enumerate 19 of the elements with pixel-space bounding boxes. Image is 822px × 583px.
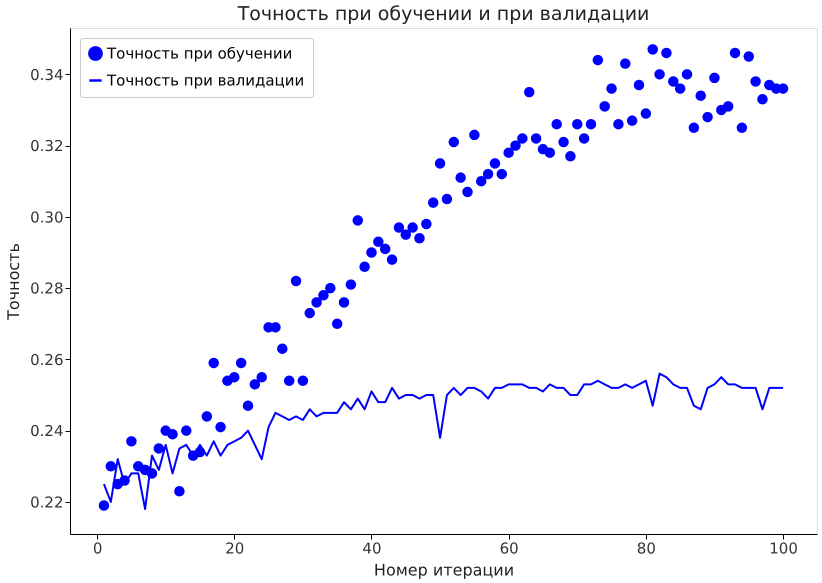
y-tick-label: 0.30 xyxy=(30,208,64,226)
x-tick-label: 20 xyxy=(225,540,244,558)
y-axis-title: Точность xyxy=(4,243,24,321)
x-axis-title: Номер итерации xyxy=(374,560,514,580)
legend-label: Точность при обучении xyxy=(106,44,292,62)
y-tick-label: 0.34 xyxy=(30,66,64,84)
y-tick-label: 0.22 xyxy=(30,493,64,512)
y-tick-label: 0.26 xyxy=(30,350,64,369)
y-tick-label: 0.24 xyxy=(30,422,64,440)
x-tick-label: 40 xyxy=(362,540,382,558)
y-tick-label: 0.32 xyxy=(30,137,64,156)
line-series xyxy=(102,372,784,510)
x-tick-label: 80 xyxy=(636,540,656,558)
y-tick-label: 0.28 xyxy=(30,280,64,298)
legend-label: Точность при валидации xyxy=(106,72,304,90)
x-tick-label: 60 xyxy=(500,540,519,558)
chart-title: Точность при обучении и при валидации xyxy=(236,3,650,25)
x-tick-label: 100 xyxy=(769,540,798,558)
x-tick-label: 0 xyxy=(92,540,102,558)
